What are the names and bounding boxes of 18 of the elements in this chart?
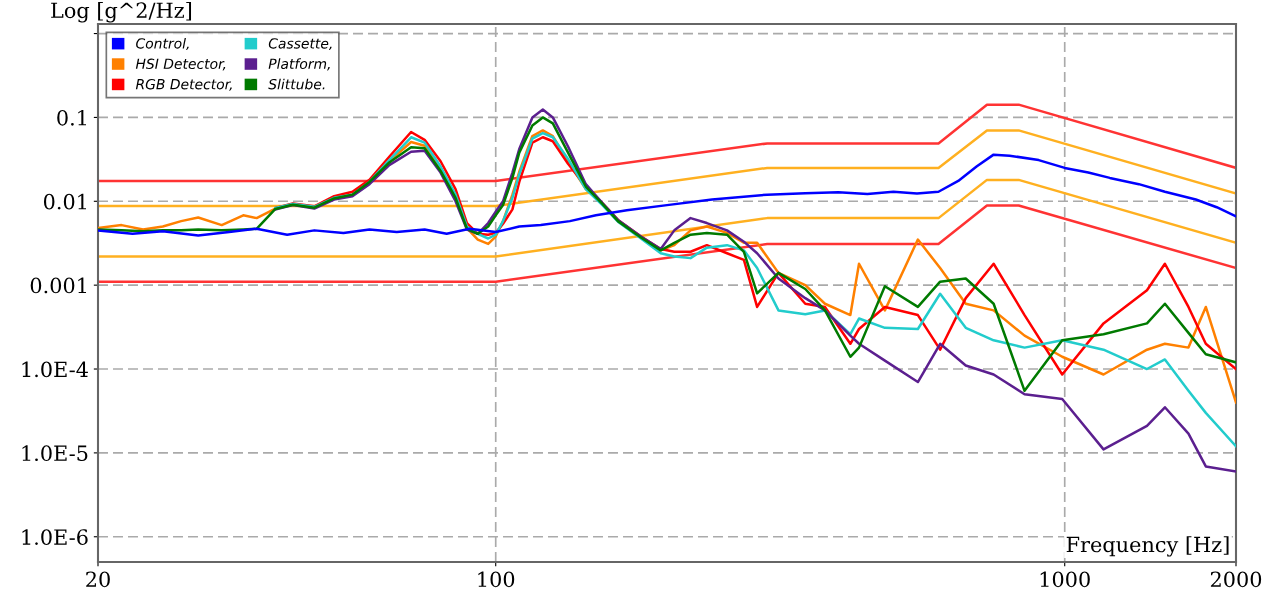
legend-label: Cassette, [268,38,332,51]
y-tick-label: 0.1 [57,109,87,126]
y-axis-title: Log [g^2/Hz] [51,2,192,23]
x-tick-label: 2000 [1210,571,1262,588]
legend-label: Platform, [268,58,330,71]
y-tick-label: 1.0E-6 [22,529,88,545]
x-tick-label: 20 [86,571,110,588]
y-tick-label: 0.01 [43,193,87,210]
legend-label: Control, [136,37,189,51]
y-tick-label: 1.0E-5 [22,445,88,462]
y-tick-label: 0.001 [30,277,87,294]
x-tick-label: 100 [478,571,515,588]
legend-label: RGB Detector, [135,78,232,91]
legend-label: HSI Detector, [135,58,226,71]
x-tick-label: 1000 [1040,571,1090,588]
y-tick-label: 1.0E-4 [22,361,88,378]
legend-label: Slittube. [268,78,325,90]
x-axis-title: Frequency [Hz] [1066,536,1229,557]
